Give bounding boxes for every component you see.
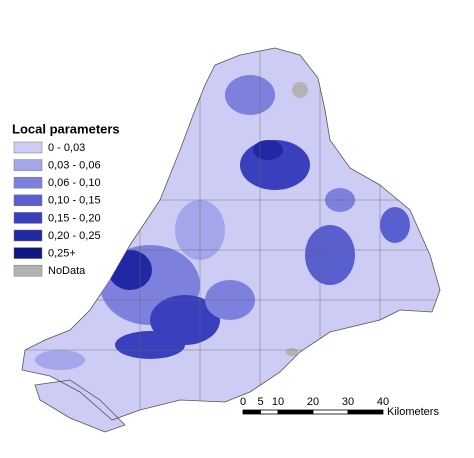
legend-label: 0,25+: [48, 248, 76, 260]
legend-label: 0,06 - 0,10: [48, 177, 101, 189]
legend-label: 0,03 - 0,06: [48, 160, 101, 172]
scale-segment: [242, 409, 261, 415]
legend-label: NoData: [48, 265, 86, 277]
scale-tick-label: 20: [307, 396, 319, 408]
scale-unit: Kilometers: [387, 406, 439, 418]
scale-segment: [312, 409, 349, 415]
legend-swatch: [13, 159, 43, 171]
scale-tick-label: 10: [272, 396, 284, 408]
legend-swatch: [13, 212, 43, 224]
legend: 0 - 0,03 0,03 - 0,06 0,06 - 0,10 0,10 - 0,1…: [13, 141, 101, 277]
legend-label: 0,15 - 0,20: [48, 212, 101, 224]
legend-title: Local parameters: [12, 121, 120, 136]
scale-tick-label: 30: [342, 396, 354, 408]
scale-tick-label: 5: [257, 396, 263, 408]
map-area: [21, 47, 441, 433]
legend-swatch: [13, 247, 43, 259]
scale-segment: [277, 409, 314, 415]
scale-segment: [260, 409, 279, 415]
legend-swatch: [13, 141, 43, 154]
legend-label: 0,20 - 0,25: [48, 230, 101, 242]
scale-tick-label: 40: [377, 396, 389, 408]
scale-tick-label: 0: [240, 396, 246, 408]
legend-label: 0 - 0,03: [48, 142, 85, 154]
legend-swatch: [13, 176, 43, 189]
legend-label: 0,10 - 0,15: [48, 195, 101, 207]
legend-swatch: [13, 229, 43, 242]
legend-swatch: [13, 264, 43, 277]
scale-segment: [347, 409, 384, 415]
legend-swatch: [13, 194, 43, 207]
